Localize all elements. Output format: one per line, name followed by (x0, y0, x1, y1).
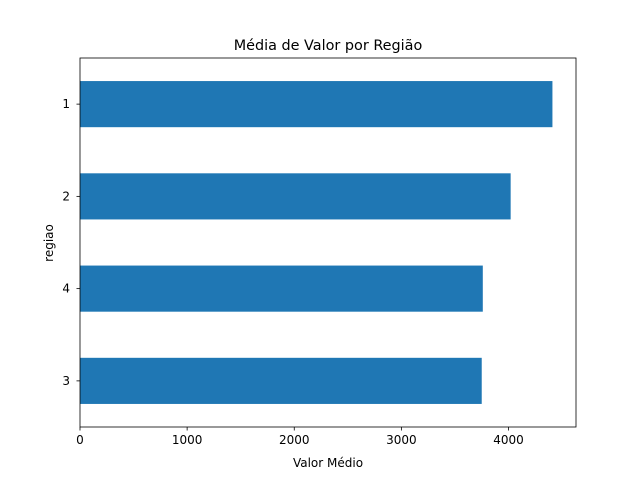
y-axis-title: regiao (42, 224, 56, 262)
bar-regiao-4 (80, 265, 483, 312)
y-tick-label: 1 (62, 97, 70, 111)
x-tick-label: 2000 (279, 433, 310, 447)
chart-title: Média de Valor por Região (234, 38, 423, 54)
x-tick-label: 1000 (172, 433, 203, 447)
y-tick-label: 2 (62, 189, 70, 203)
bar-regiao-3 (80, 357, 482, 404)
x-tick-label: 4000 (493, 433, 524, 447)
x-axis-title: Valor Médio (293, 456, 363, 470)
y-tick-label: 3 (62, 374, 70, 388)
x-tick-label: 0 (76, 433, 84, 447)
bar-regiao-1 (80, 81, 553, 128)
plot-area-border (79, 57, 577, 428)
bar-regiao-2 (80, 173, 511, 220)
plot-frame (79, 57, 577, 428)
y-tick-label: 4 (62, 282, 70, 296)
x-tick-label: 3000 (386, 433, 417, 447)
bars-layer (80, 81, 553, 404)
y-axis: 1 2 4 3 (62, 97, 80, 388)
x-axis: 0 1000 2000 3000 4000 (76, 427, 524, 447)
